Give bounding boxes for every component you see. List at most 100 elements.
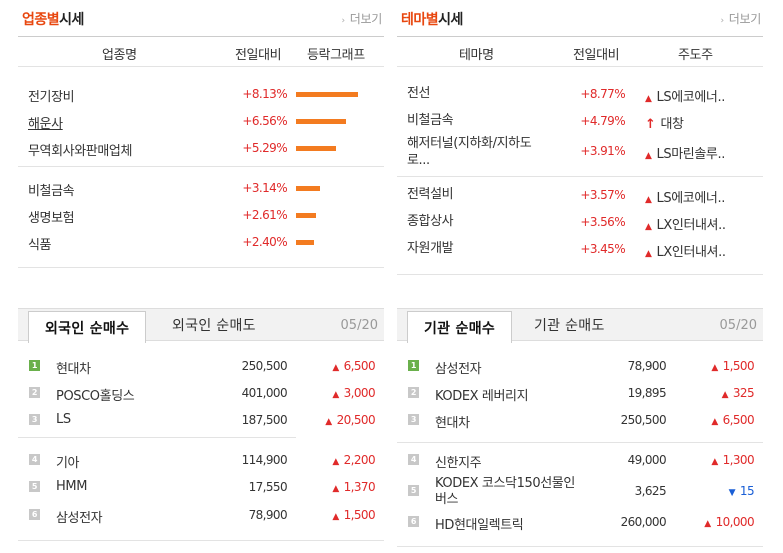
change-bar	[296, 240, 314, 245]
theme-row[interactable]: 종합상사 +3.56% ▲ LX인터내셔..	[397, 209, 763, 236]
stock-name[interactable]: 삼성전자	[56, 511, 103, 526]
triangle-up-icon: ▲	[645, 195, 652, 205]
stock-name[interactable]: LS	[56, 412, 71, 427]
theme-name[interactable]: 전력설비	[407, 187, 454, 202]
triangle-up-icon: ▲	[645, 222, 652, 232]
stock-row[interactable]: 1 현대차 250,500 ▲ 6,500	[18, 353, 384, 380]
change-percent: +6.56%	[242, 114, 287, 128]
rank-badge: 1	[29, 360, 40, 371]
change-value: 20,500	[336, 413, 376, 427]
triangle-up-icon: ▲	[645, 151, 652, 161]
stock-row[interactable]: 5 KODEX 코스닥150선물인 버스 3,625 ▼ 15	[397, 476, 763, 508]
industry-row[interactable]: 생명보험 +2.61%	[18, 202, 384, 229]
stock-name[interactable]: 기아	[56, 456, 80, 471]
change-percent: +3.14%	[242, 181, 287, 195]
triangle-up-icon: ▲	[704, 519, 711, 529]
col-industry-name: 업종명	[102, 48, 137, 63]
change-percent: +3.56%	[580, 215, 625, 229]
change-percent: +4.79%	[580, 114, 625, 128]
date-label: 05/20	[719, 318, 757, 333]
theme-table-header: 테마명 전일대비 주도주	[397, 36, 763, 67]
col-theme-name: 테마명	[459, 48, 494, 63]
leader-stock[interactable]: ▲ LS에코에너..	[645, 86, 725, 105]
stock-price: 17,550	[248, 480, 288, 494]
stock-price: 19,895	[627, 386, 667, 400]
stock-name[interactable]: HMM	[56, 479, 88, 494]
industry-name[interactable]: 무역회사와판매업체	[28, 144, 133, 159]
theme-name[interactable]: 종합상사	[407, 214, 454, 229]
change-percent: +3.57%	[580, 188, 625, 202]
theme-name[interactable]: 해저터널(지하화/지하도 로...	[407, 135, 532, 169]
leader-stock[interactable]: ▲ LS마린솔루..	[645, 143, 725, 162]
industry-name[interactable]: 해운사	[28, 117, 63, 132]
change-value: 2,200	[343, 453, 376, 467]
triangle-up-icon: ▲	[332, 390, 339, 400]
tab-institution-net-sell[interactable]: 기관 순매도	[534, 318, 605, 334]
industry-row[interactable]: 전기장비 +8.13%	[18, 81, 384, 108]
industry-title[interactable]: 업종별시세	[22, 12, 84, 28]
triangle-up-icon: ▲	[332, 484, 339, 494]
theme-title[interactable]: 테마별시세	[401, 12, 463, 28]
price-change: ▲ 1,300	[711, 453, 754, 467]
leader-stock[interactable]: ▲ LS에코에너..	[645, 187, 725, 206]
industry-name[interactable]: 전기장비	[28, 90, 75, 105]
stock-name[interactable]: 신한지주	[435, 456, 482, 471]
theme-row[interactable]: 전선 +8.77% ▲ LS에코에너..	[397, 81, 763, 108]
industry-more-link[interactable]: › 더보기	[341, 12, 382, 26]
industry-row[interactable]: 무역회사와판매업체 +5.29%	[18, 135, 384, 162]
stock-name[interactable]: KODEX 레버리지	[435, 389, 529, 404]
stock-price: 401,000	[241, 386, 288, 400]
col-change: 전일대비	[235, 48, 282, 63]
theme-row[interactable]: 비철금속 +4.79% ↑ 대창	[397, 108, 763, 135]
stock-price: 49,000	[627, 453, 667, 467]
triangle-up-icon: ▲	[332, 457, 339, 467]
stock-name-line: KODEX 코스닥150선물인	[435, 476, 575, 491]
stock-name[interactable]: 현대차	[435, 416, 470, 431]
stock-row[interactable]: 5 HMM 17,550 ▲ 1,370	[18, 474, 384, 501]
theme-row[interactable]: 전력설비 +3.57% ▲ LS에코에너..	[397, 182, 763, 209]
stock-row[interactable]: 2 KODEX 레버리지 19,895 ▲ 325	[397, 380, 763, 407]
stock-row[interactable]: 1 삼성전자 78,900 ▲ 1,500	[397, 353, 763, 380]
tab-foreign-net-buy[interactable]: 외국인 순매수	[28, 311, 147, 343]
leader-stock[interactable]: ↑ 대창	[645, 113, 684, 132]
theme-name[interactable]: 비철금속	[407, 113, 454, 128]
stock-row[interactable]: 6 HD현대일렉트릭 260,000 ▲ 10,000	[397, 509, 763, 536]
industry-name[interactable]: 식품	[28, 238, 52, 253]
stock-row[interactable]: 6 삼성전자 78,900 ▲ 1,500	[18, 502, 384, 529]
divider	[18, 267, 384, 268]
triangle-up-icon: ▲	[645, 249, 652, 259]
change-percent: +2.61%	[242, 208, 287, 222]
stock-row[interactable]: 3 현대차 250,500 ▲ 6,500	[397, 407, 763, 434]
rank-badge: 3	[408, 414, 419, 425]
theme-row[interactable]: 해저터널(지하화/지하도 로... +3.91% ▲ LS마린솔루..	[397, 136, 763, 168]
theme-row[interactable]: 자원개발 +3.45% ▲ LX인터내셔..	[397, 236, 763, 263]
divider	[18, 166, 384, 167]
stock-price: 250,500	[620, 413, 667, 427]
stock-row[interactable]: 3 LS 187,500 ▲ 20,500	[18, 407, 384, 434]
leader-stock[interactable]: ▲ LX인터내셔..	[645, 241, 726, 260]
leader-stock[interactable]: ▲ LX인터내셔..	[645, 214, 726, 233]
industry-row[interactable]: 비철금속 +3.14%	[18, 175, 384, 202]
theme-name[interactable]: 전선	[407, 86, 431, 101]
stock-row[interactable]: 2 POSCO홀딩스 401,000 ▲ 3,000	[18, 380, 384, 407]
stock-price: 250,500	[241, 359, 288, 373]
tab-foreign-net-sell[interactable]: 외국인 순매도	[172, 318, 256, 334]
leader-name: LS마린솔루..	[656, 147, 726, 162]
stock-name[interactable]: KODEX 코스닥150선물인 버스	[435, 476, 575, 508]
stock-name[interactable]: POSCO홀딩스	[56, 389, 135, 404]
industry-row[interactable]: 식품 +2.40%	[18, 229, 384, 256]
stock-name[interactable]: 삼성전자	[435, 362, 482, 377]
stock-row[interactable]: 4 기아 114,900 ▲ 2,200	[18, 447, 384, 474]
stock-row[interactable]: 4 신한지주 49,000 ▲ 1,300	[397, 447, 763, 474]
theme-more-link[interactable]: › 더보기	[720, 12, 761, 26]
stock-name[interactable]: HD현대일렉트릭	[435, 518, 524, 533]
industry-row[interactable]: 해운사 +6.56%	[18, 108, 384, 135]
industry-name[interactable]: 생명보험	[28, 211, 75, 226]
chevron-right-icon: ›	[341, 16, 345, 26]
industry-name[interactable]: 비철금속	[28, 184, 75, 199]
change-value: 15	[739, 484, 755, 498]
stock-name[interactable]: 현대차	[56, 362, 91, 377]
divider	[397, 442, 763, 443]
theme-name[interactable]: 자원개발	[407, 241, 454, 256]
tab-institution-net-buy[interactable]: 기관 순매수	[407, 311, 513, 343]
